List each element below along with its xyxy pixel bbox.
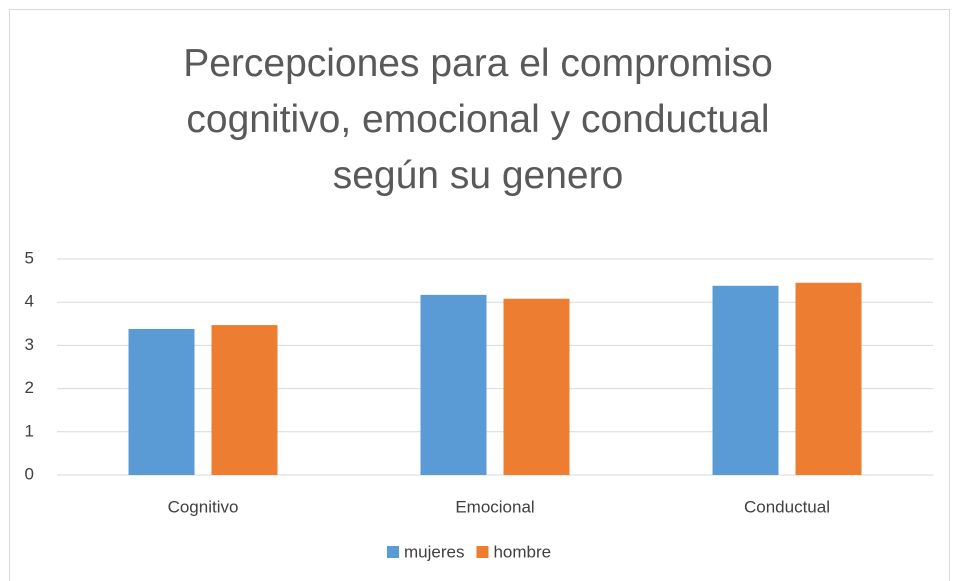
legend-label: mujeres	[404, 542, 464, 561]
legend-label: hombre	[493, 542, 551, 561]
bar	[211, 325, 278, 475]
x-tick-label: Conductual	[744, 497, 830, 516]
legend-swatch	[387, 546, 399, 558]
x-tick-label: Emocional	[455, 497, 534, 516]
bar	[795, 282, 862, 475]
bar	[712, 285, 779, 475]
y-tick-label: 1	[25, 421, 34, 440]
legend-swatch	[476, 546, 489, 558]
y-tick-label: 2	[25, 378, 34, 397]
bar	[503, 298, 570, 475]
chart-title: Percepciones para el compromiso cognitiv…	[183, 42, 773, 197]
y-tick-label: 5	[25, 248, 34, 267]
y-tick-label: 4	[25, 292, 34, 311]
y-tick-label: 0	[25, 464, 34, 483]
bar	[128, 328, 195, 475]
bar	[420, 294, 487, 475]
chart-border	[9, 9, 950, 581]
y-tick-label: 3	[25, 335, 34, 354]
x-tick-label: Cognitivo	[168, 497, 239, 516]
